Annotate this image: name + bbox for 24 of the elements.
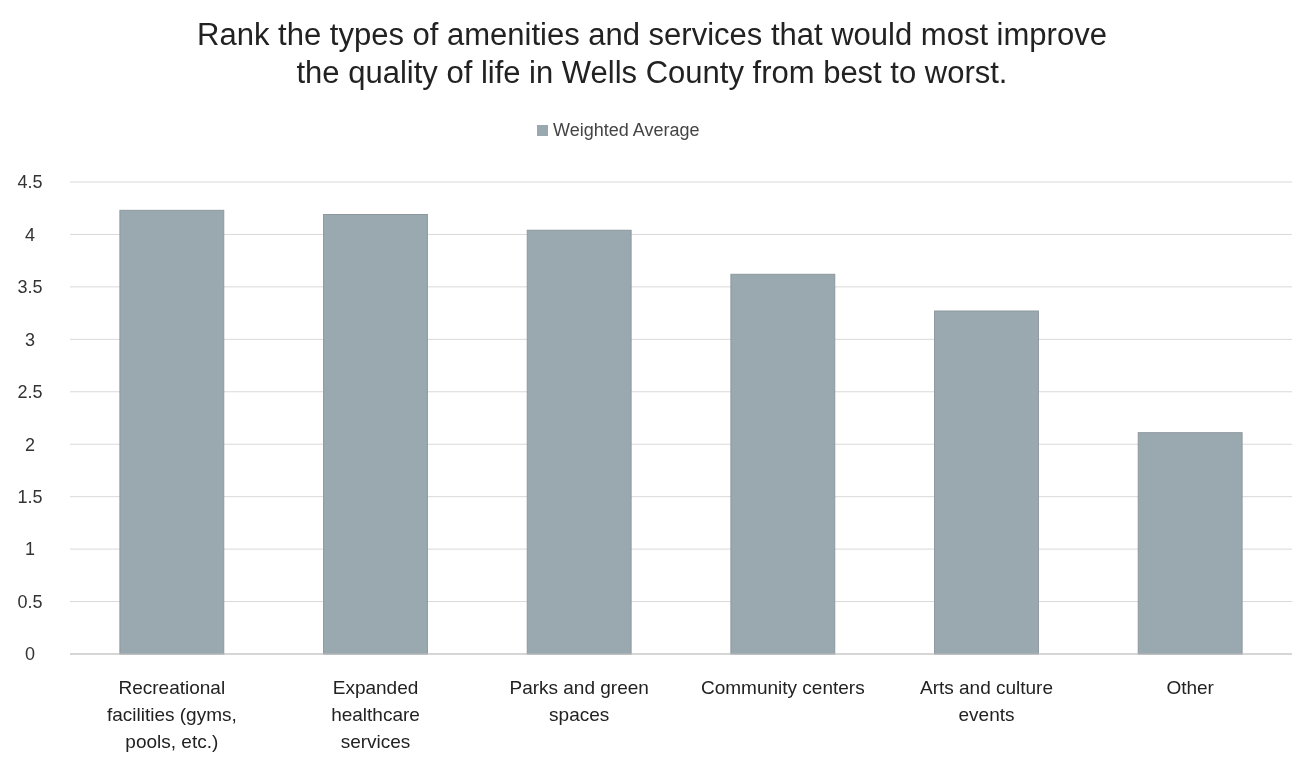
y-tick-label: 2 [24,434,36,455]
y-tick-label: 0 [24,644,36,665]
x-tick-label: Other [1166,677,1215,698]
x-tick-label: Community centers [701,677,865,698]
y-tick-label: 2.5 [17,382,43,403]
x-tick-label: Recreational facilities (gyms, pools, etc.) [106,677,237,752]
x-tick-label: Parks and green spaces [509,677,649,725]
bar [323,214,428,655]
y-tick-label: 3.5 [17,277,43,298]
y-tick-label: 1.5 [17,486,43,507]
y-tick-label: 4.5 [17,172,43,193]
bar [1137,432,1243,655]
y-tick-label: 0.5 [17,591,43,612]
bar [119,209,225,655]
y-tick-label: 3 [24,329,36,350]
bar [730,273,836,655]
bar [526,229,632,655]
x-tick-label: Expanded healthcare services [331,677,420,752]
legend-label: Weighted Average [553,120,700,140]
x-tick-label: Arts and culture events [919,677,1054,725]
bar [934,310,1039,655]
y-tick-label: 4 [24,224,36,245]
y-tick-label: 1 [24,539,36,560]
chart-title: Rank the types of amenities and services that would most improve the quality of life in Wells County from best to worst. [197,17,1107,90]
